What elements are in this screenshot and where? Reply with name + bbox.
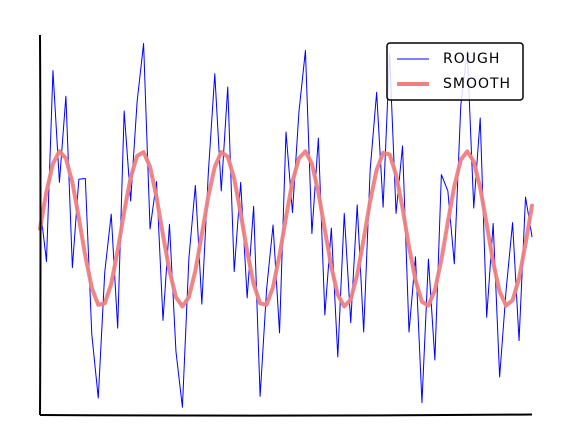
legend-label: SMOOTH (443, 76, 511, 92)
series-line (38, 149, 534, 309)
legend-label: ROUGH (443, 51, 500, 67)
y-axis (39, 34, 42, 416)
x-axis (39, 413, 533, 417)
